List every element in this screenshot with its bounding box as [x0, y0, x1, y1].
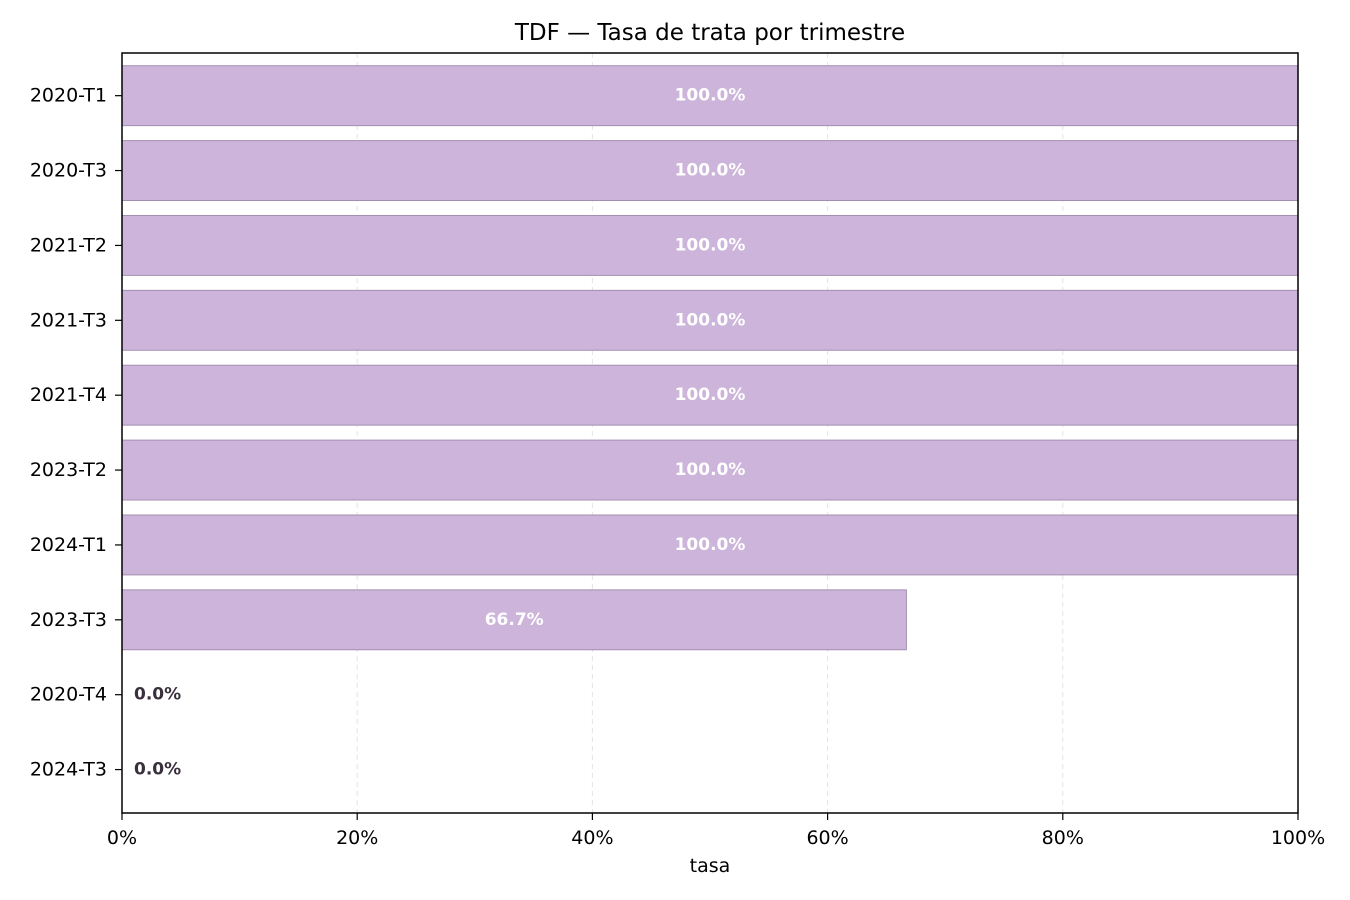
plot-frame	[121, 52, 1299, 814]
y-tick-label-2020-T4: 2020-T4	[30, 684, 107, 706]
data-label-2021-T4: 100.0%	[675, 385, 746, 405]
chart-title: TDF — Tasa de trata por trimestre	[514, 20, 905, 46]
bar-2024-T1	[121, 514, 1299, 576]
x-tick-label-100: 100%	[1271, 827, 1325, 849]
x-axis-label: tasa	[690, 855, 731, 877]
y-tick-label-2021-T4: 2021-T4	[30, 384, 107, 406]
y-tick-label-2023-T2: 2023-T2	[30, 459, 107, 481]
y-tick-label-2024-T3: 2024-T3	[30, 759, 107, 781]
y-tick-label-2020-T1: 2020-T1	[30, 85, 107, 107]
data-label-2021-T2: 100.0%	[675, 235, 746, 255]
y-tick-label-2023-T3: 2023-T3	[30, 609, 107, 631]
data-label-2023-T3: 66.7%	[485, 610, 544, 630]
bar-2021-T2	[121, 214, 1299, 276]
x-tick-label-60: 60%	[806, 827, 848, 849]
bars	[121, 65, 1299, 651]
x-tick-label-0: 0%	[107, 827, 137, 849]
bar-2020-T1	[121, 65, 1299, 127]
data-labels: 100.0% 100.0% 100.0% 100.0% 100.0% 100.0% 100.…	[134, 86, 745, 780]
axis-ticks: 2020-T1 2020-T3 2021-T2 2021-T3 2021-T4 2023-…	[30, 85, 1325, 849]
bar-2020-T3	[121, 140, 1299, 202]
bar-2023-T3	[121, 589, 907, 651]
data-label-2020-T1: 100.0%	[675, 86, 746, 106]
y-tick-label-2024-T1: 2024-T1	[30, 534, 107, 556]
data-label-2020-T4: 0.0%	[134, 685, 181, 705]
y-tick-label-2021-T2: 2021-T2	[30, 234, 107, 256]
data-label-2024-T3: 0.0%	[134, 760, 181, 780]
y-tick-label-2020-T3: 2020-T3	[30, 160, 107, 182]
data-label-2024-T1: 100.0%	[675, 535, 746, 555]
x-tick-label-40: 40%	[571, 827, 613, 849]
x-tick-label-80: 80%	[1042, 827, 1084, 849]
data-label-2023-T2: 100.0%	[675, 460, 746, 480]
data-label-2021-T3: 100.0%	[675, 310, 746, 330]
x-tick-label-20: 20%	[336, 827, 378, 849]
bar-2021-T3	[121, 289, 1299, 351]
y-tick-label-2021-T3: 2021-T3	[30, 309, 107, 331]
data-label-2020-T3: 100.0%	[675, 161, 746, 181]
